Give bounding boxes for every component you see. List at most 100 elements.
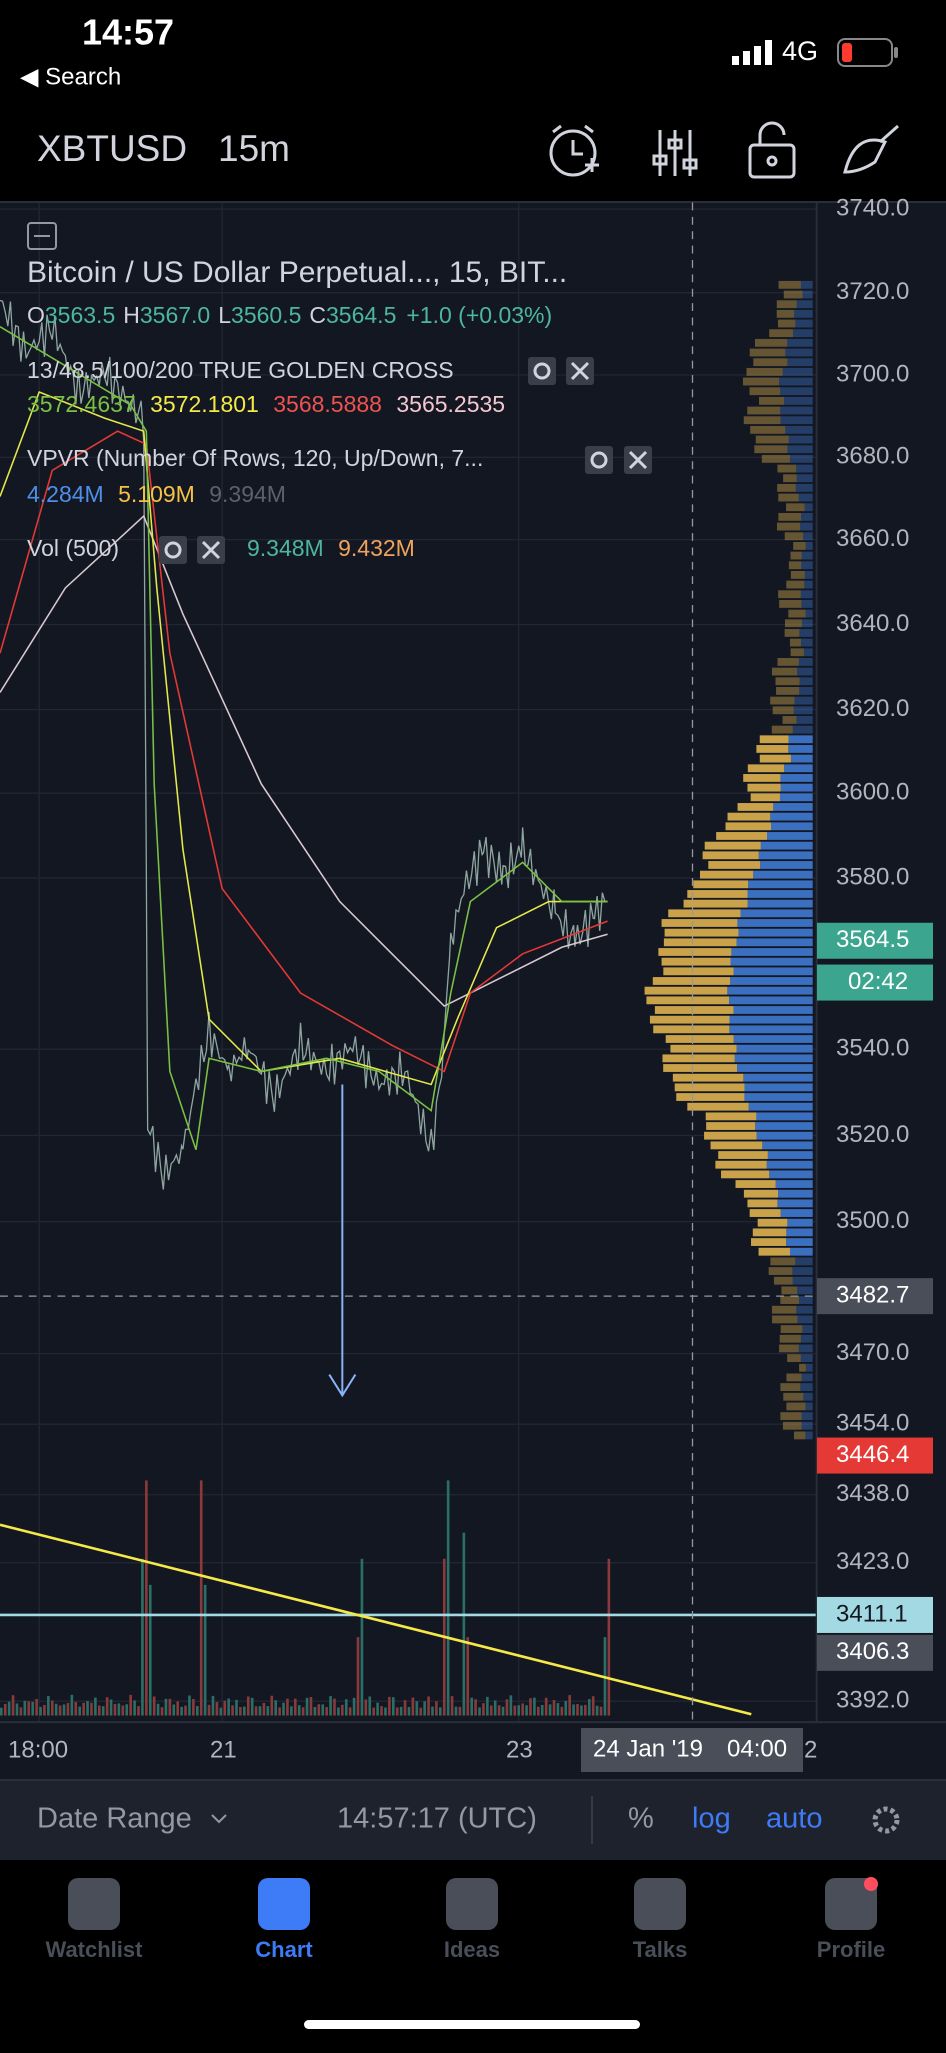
tab-label[interactable]: Ideas	[444, 1937, 500, 1962]
profile-bar	[800, 1334, 813, 1343]
profile-bar	[760, 841, 813, 850]
log-toggle[interactable]: log	[692, 1803, 731, 1835]
volume-bar	[591, 1696, 595, 1716]
tab-icon[interactable]	[258, 1878, 310, 1930]
volume-bar	[391, 1697, 395, 1716]
lock-icon[interactable]	[748, 121, 796, 179]
volume-bar	[533, 1697, 536, 1716]
price-label: 3500.0	[836, 1207, 909, 1234]
profile-bar	[801, 1412, 813, 1421]
profile-bar	[805, 1402, 813, 1411]
tab-label[interactable]: Watchlist	[46, 1937, 144, 1962]
vpvr-value: 4.284M	[27, 481, 104, 507]
volume-bar	[537, 1706, 540, 1716]
volume-bar	[439, 1707, 442, 1716]
profile-bar	[776, 522, 801, 531]
profile-bar	[781, 1286, 798, 1295]
volume-bar	[321, 1704, 325, 1716]
profile-bar	[749, 348, 786, 357]
drawing-icon[interactable]	[843, 124, 899, 174]
profile-bar	[649, 1015, 730, 1024]
volume-bar	[62, 1704, 66, 1716]
profile-bar	[663, 938, 737, 947]
ma-value: 3568.5888	[273, 391, 382, 417]
volume-bar	[219, 1707, 223, 1716]
profile-bar	[792, 725, 813, 734]
alert-icon[interactable]	[549, 124, 599, 177]
collapse-button[interactable]	[27, 222, 57, 250]
time-label: 23	[506, 1736, 533, 1763]
profile-bar	[759, 735, 789, 744]
profile-bar	[769, 329, 794, 338]
profile-bar	[699, 870, 754, 879]
settings-button[interactable]	[585, 446, 613, 474]
profile-bar	[779, 1344, 799, 1353]
settings-icon	[533, 362, 551, 380]
profile-bar	[777, 658, 799, 666]
crosshair-time-bg	[581, 1728, 803, 1772]
profile-bar	[789, 454, 813, 463]
volume-bar	[195, 1706, 199, 1716]
profile-bar	[790, 551, 802, 560]
profile-bar	[786, 1228, 813, 1237]
tab-icon[interactable]	[68, 1878, 120, 1930]
profile-bar	[702, 851, 759, 860]
volume-bar	[211, 1695, 215, 1716]
profile-bar	[797, 667, 813, 676]
tab-label[interactable]: Profile	[817, 1937, 885, 1962]
tab-icon[interactable]	[446, 1878, 498, 1930]
volume-bar	[152, 1696, 156, 1716]
volume-bar	[125, 1704, 129, 1716]
profile-bar	[780, 1209, 813, 1217]
percent-toggle[interactable]: %	[628, 1803, 654, 1835]
settings-button[interactable]	[159, 536, 187, 564]
profile-bar	[784, 396, 813, 405]
remove-icon	[570, 361, 590, 381]
profile-bar	[787, 445, 813, 454]
volume-bar	[348, 1707, 352, 1716]
volume-bar	[43, 1704, 46, 1716]
volume-bar	[368, 1696, 372, 1716]
profile-bar	[704, 1131, 757, 1140]
profile-bar	[664, 928, 739, 937]
volume-bar	[78, 1706, 82, 1716]
volume-bar	[258, 1706, 262, 1716]
settings-icon[interactable]	[872, 1806, 900, 1834]
crosshair-date: 24 Jan '19	[593, 1735, 703, 1762]
volume-bar	[529, 1698, 532, 1716]
tab-label[interactable]: Talks	[633, 1937, 688, 1962]
profile-bar	[758, 1247, 791, 1256]
price-candles	[0, 299, 606, 1190]
symbol[interactable]: XBTUSD	[37, 128, 187, 169]
volume-bar	[227, 1698, 230, 1716]
profile-bar	[790, 754, 813, 763]
profile-bar	[799, 677, 813, 686]
volume-bar	[231, 1705, 234, 1716]
volume-bar	[35, 1699, 38, 1716]
profile-bar	[749, 387, 781, 396]
profile-bar	[801, 1421, 813, 1430]
tab-label[interactable]: Chart	[255, 1937, 313, 1962]
profile-bar	[788, 435, 813, 444]
profile-bar	[800, 1383, 813, 1392]
volume-bar	[497, 1705, 501, 1716]
profile-bar	[799, 1363, 806, 1372]
profile-bar	[798, 1344, 813, 1353]
ohlc-value: 3563.5	[45, 302, 115, 328]
profile-bar	[772, 706, 794, 715]
settings-button[interactable]	[528, 357, 556, 385]
profile-bar	[776, 309, 795, 318]
auto-toggle[interactable]: auto	[766, 1803, 822, 1835]
back-link[interactable]: ◀ Search	[20, 63, 121, 90]
tab-icon[interactable]	[634, 1878, 686, 1930]
tab-icon[interactable]	[825, 1878, 877, 1930]
profile-bar	[793, 1431, 806, 1440]
volume-bar	[470, 1697, 473, 1716]
volume-bar	[215, 1702, 219, 1716]
indicators-icon[interactable]	[652, 130, 698, 176]
profile-bar	[755, 1122, 813, 1130]
date-range[interactable]: Date Range	[37, 1803, 192, 1835]
profile-bar	[753, 870, 813, 879]
interval[interactable]: 15m	[218, 128, 290, 169]
profile-bar	[782, 1421, 802, 1430]
